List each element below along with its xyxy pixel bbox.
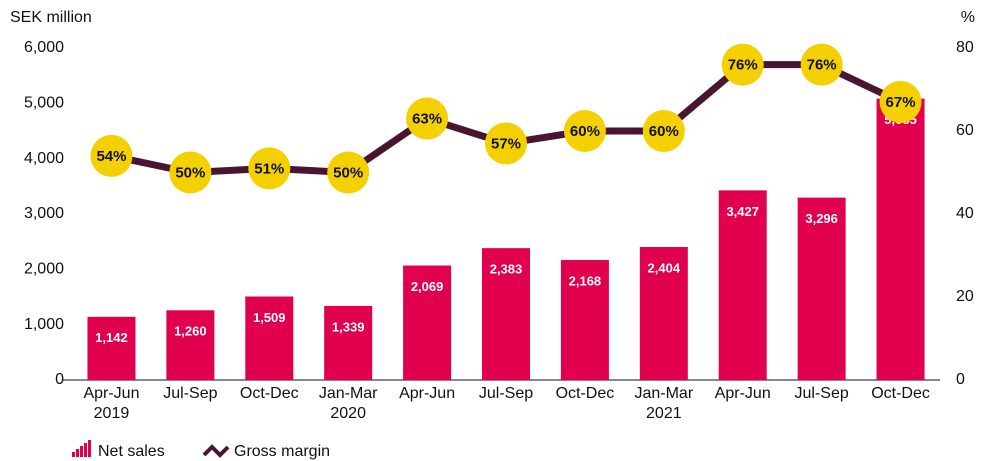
bar-value-label: 1,339 bbox=[332, 319, 365, 334]
marker bbox=[485, 122, 527, 165]
marker bbox=[800, 43, 843, 86]
line-value-label: 50% bbox=[175, 164, 205, 181]
x-tick-label: Jul-Sep bbox=[479, 385, 533, 402]
y2-tick-label: 40 bbox=[956, 205, 974, 222]
legend-icon bbox=[76, 449, 79, 457]
x-tick-label: Apr-Jun bbox=[715, 385, 771, 402]
bar bbox=[482, 248, 530, 380]
bar bbox=[245, 296, 294, 380]
bar bbox=[166, 310, 215, 380]
bar-value-label: 2,404 bbox=[648, 260, 681, 275]
line-value-label: 54% bbox=[96, 148, 126, 165]
marker bbox=[563, 110, 606, 152]
bar bbox=[403, 265, 452, 380]
x-tick-label: Jan-Mar bbox=[634, 385, 693, 402]
bar bbox=[718, 190, 767, 380]
y-tick-label: 6,000 bbox=[24, 39, 64, 56]
marker bbox=[248, 147, 291, 190]
x-group-label: 2019 bbox=[94, 405, 130, 422]
bar-value-label: 1,260 bbox=[174, 324, 207, 339]
bar bbox=[797, 197, 846, 380]
legend: Net sales Gross margin bbox=[72, 440, 330, 460]
x-tick-label: Jan-Mar bbox=[319, 385, 378, 402]
bar bbox=[87, 316, 136, 380]
bar-value-label: 3,427 bbox=[726, 204, 759, 219]
legend-label: Gross margin bbox=[234, 443, 330, 460]
marker bbox=[327, 151, 370, 194]
x-group-label: 2021 bbox=[646, 405, 682, 422]
x-tick-label: Apr-Jun bbox=[83, 385, 139, 402]
marker bbox=[169, 151, 212, 194]
y2-tick-label: 60 bbox=[956, 122, 974, 139]
y-tick-label: 5,000 bbox=[24, 95, 64, 112]
bar-value-label: 3,296 bbox=[805, 211, 838, 226]
x-tick-label: Oct-Dec bbox=[871, 385, 930, 402]
y-tick-label: 0 bbox=[55, 371, 64, 388]
bar bbox=[876, 98, 925, 380]
marker bbox=[879, 80, 922, 123]
legend-icon bbox=[80, 446, 83, 457]
y-tick-label: 1,000 bbox=[24, 316, 64, 333]
legend-label: Net sales bbox=[98, 443, 165, 460]
marker bbox=[721, 43, 764, 86]
x-tick-label: Oct-Dec bbox=[556, 385, 615, 402]
bar-value-label: 2,069 bbox=[411, 279, 444, 294]
y2-tick-label: 0 bbox=[956, 371, 965, 388]
y-tick-label: 2,000 bbox=[24, 261, 64, 278]
line-value-label: 76% bbox=[728, 57, 758, 74]
bar-value-label: 2,383 bbox=[490, 262, 523, 277]
marker bbox=[90, 134, 133, 177]
line-value-label: 57% bbox=[491, 135, 521, 152]
legend-icon bbox=[88, 440, 91, 457]
bar bbox=[639, 246, 688, 380]
y-axis-label: SEK million bbox=[10, 9, 92, 26]
x-tick-label: Oct-Dec bbox=[240, 385, 299, 402]
x-group-label: 2020 bbox=[330, 405, 366, 422]
y-tick-label: 3,000 bbox=[24, 205, 64, 222]
line-value-label: 51% bbox=[254, 160, 284, 177]
marker bbox=[642, 110, 685, 152]
line-value-label: 50% bbox=[333, 164, 363, 181]
line-value-label: 76% bbox=[807, 57, 837, 74]
bar-value-label: 1,509 bbox=[253, 310, 286, 325]
bar bbox=[560, 260, 609, 380]
y-tick-label: 4,000 bbox=[24, 150, 64, 167]
x-tick-label: Jul-Sep bbox=[795, 385, 849, 402]
legend-icon bbox=[72, 452, 75, 457]
bar bbox=[324, 305, 373, 380]
legend-icon bbox=[202, 444, 230, 458]
bar-value-label: 2,168 bbox=[569, 273, 602, 288]
line-value-label: 60% bbox=[649, 123, 679, 140]
line-value-label: 67% bbox=[886, 94, 916, 111]
x-tick-label: Jul-Sep bbox=[163, 385, 217, 402]
bar-value-label: 1,142 bbox=[95, 330, 128, 345]
marker bbox=[406, 97, 449, 140]
legend-icon bbox=[84, 443, 87, 457]
y2-axis-label: % bbox=[961, 9, 975, 26]
x-tick-label: Apr-Jun bbox=[399, 385, 455, 402]
y2-tick-label: 80 bbox=[956, 39, 974, 56]
line-value-label: 63% bbox=[412, 111, 442, 128]
line-value-label: 60% bbox=[570, 123, 600, 140]
y2-tick-label: 20 bbox=[956, 288, 974, 305]
